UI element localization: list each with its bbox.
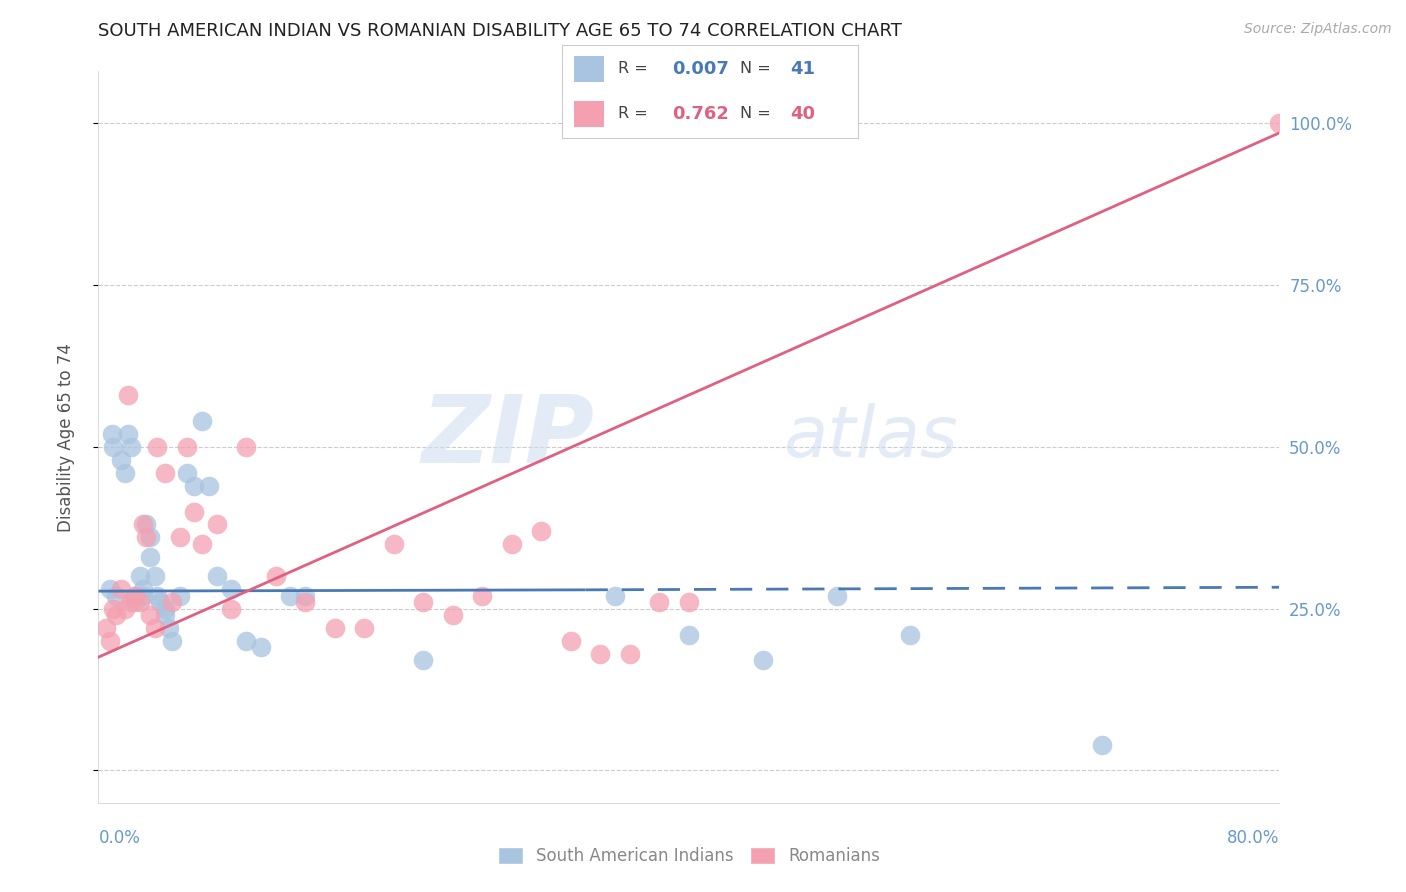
Text: Source: ZipAtlas.com: Source: ZipAtlas.com <box>1244 22 1392 37</box>
Point <box>139 530 162 544</box>
Point <box>120 595 142 609</box>
FancyBboxPatch shape <box>574 101 603 127</box>
Point <box>353 621 375 635</box>
Point <box>176 440 198 454</box>
Point <box>103 440 125 454</box>
Point <box>176 466 198 480</box>
Text: R =: R = <box>619 62 654 77</box>
Point <box>105 608 128 623</box>
Point <box>501 537 523 551</box>
Point <box>139 608 162 623</box>
Point <box>825 589 848 603</box>
Point <box>589 647 612 661</box>
Point <box>530 524 553 538</box>
Point <box>191 537 214 551</box>
Point <box>117 388 139 402</box>
Point <box>132 582 155 597</box>
Text: 0.007: 0.007 <box>672 60 728 78</box>
Point <box>278 589 302 603</box>
Point <box>103 601 125 615</box>
FancyBboxPatch shape <box>574 56 603 82</box>
Point <box>153 601 176 615</box>
Point <box>162 595 183 609</box>
Point <box>135 530 157 544</box>
Point <box>124 589 146 603</box>
Text: ZIP: ZIP <box>422 391 595 483</box>
Text: R =: R = <box>619 106 654 121</box>
Point <box>678 595 700 609</box>
Text: 0.0%: 0.0% <box>98 829 141 847</box>
Point <box>143 569 166 583</box>
Point <box>110 582 132 597</box>
Point <box>132 589 155 603</box>
Point <box>149 595 172 609</box>
Point <box>294 595 316 609</box>
Point <box>441 608 464 623</box>
Point <box>139 549 162 564</box>
Point <box>146 589 169 603</box>
Text: atlas: atlas <box>783 402 957 472</box>
Point <box>219 601 242 615</box>
Point <box>114 601 136 615</box>
Point <box>382 537 405 551</box>
Point <box>105 589 128 603</box>
Point <box>198 478 221 492</box>
Point <box>146 440 169 454</box>
Point <box>132 517 155 532</box>
Point <box>98 634 121 648</box>
Point <box>1268 116 1291 130</box>
Point <box>412 595 434 609</box>
Point <box>169 530 191 544</box>
Text: 80.0%: 80.0% <box>1227 829 1279 847</box>
Point <box>128 569 150 583</box>
Point <box>110 452 132 467</box>
Point <box>205 569 228 583</box>
Point <box>153 466 176 480</box>
Point <box>294 589 316 603</box>
Point <box>135 517 157 532</box>
Point <box>1091 738 1114 752</box>
Text: N =: N = <box>740 62 776 77</box>
Point <box>619 647 641 661</box>
Point <box>235 440 257 454</box>
Point <box>900 627 922 641</box>
Point <box>605 589 627 603</box>
Text: 40: 40 <box>790 105 814 123</box>
Point <box>183 504 205 518</box>
Point <box>162 634 183 648</box>
Point <box>471 589 494 603</box>
Point <box>205 517 228 532</box>
Point <box>235 634 257 648</box>
Point <box>153 608 176 623</box>
Point <box>560 634 582 648</box>
Point <box>648 595 671 609</box>
Point <box>183 478 205 492</box>
Text: N =: N = <box>740 106 776 121</box>
Legend: South American Indians, Romanians: South American Indians, Romanians <box>491 840 887 871</box>
Point <box>678 627 700 641</box>
Point <box>250 640 273 655</box>
Point <box>264 569 287 583</box>
Point <box>219 582 242 597</box>
Point <box>114 466 136 480</box>
Point <box>323 621 346 635</box>
Y-axis label: Disability Age 65 to 74: Disability Age 65 to 74 <box>56 343 75 532</box>
Point <box>128 595 150 609</box>
Text: 0.762: 0.762 <box>672 105 728 123</box>
Point <box>98 582 121 597</box>
Point <box>117 426 139 441</box>
Point <box>120 440 142 454</box>
Text: 41: 41 <box>790 60 814 78</box>
Point <box>751 653 773 667</box>
Point <box>94 621 117 635</box>
Point <box>143 621 166 635</box>
Point <box>157 621 180 635</box>
Point <box>191 414 214 428</box>
Text: SOUTH AMERICAN INDIAN VS ROMANIAN DISABILITY AGE 65 TO 74 CORRELATION CHART: SOUTH AMERICAN INDIAN VS ROMANIAN DISABI… <box>98 22 903 40</box>
Point <box>124 589 146 603</box>
Point <box>412 653 434 667</box>
Point <box>100 426 122 441</box>
Point <box>169 589 191 603</box>
Point <box>124 595 146 609</box>
